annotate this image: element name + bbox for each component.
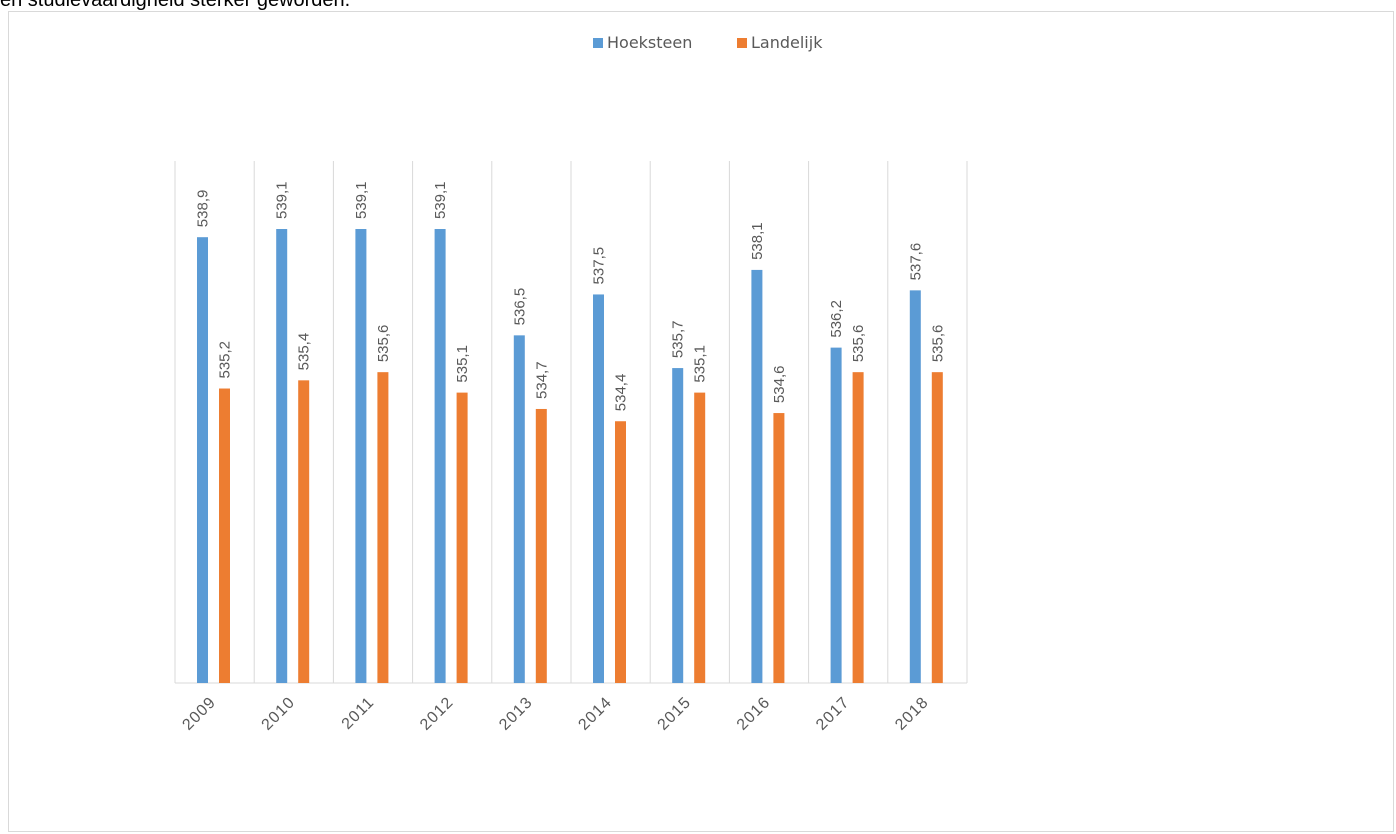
bar-landelijk-2015	[694, 392, 706, 683]
chart-area: 538,9 539,1 539,1 539,1 536,5 537,5 535,7 538,1…	[8, 11, 1394, 832]
data-label-landelijk-2014: 534,4	[613, 374, 630, 412]
data-label-hoeksteen-2017: 536,2	[828, 300, 845, 338]
x-tick-label-2013: 2013	[496, 694, 536, 734]
preceding-paragraph-text: en studievaardigheid sterker geworden.	[0, 0, 351, 11]
bar-landelijk-2016	[773, 413, 785, 683]
bar-hoeksteen-2012	[434, 229, 446, 683]
x-tick-label-2012: 2012	[417, 694, 457, 734]
bar-hoeksteen-2014	[593, 294, 604, 683]
bar-landelijk-2014	[615, 421, 626, 683]
data-label-landelijk-2016: 534,6	[771, 366, 788, 404]
data-label-landelijk-2011: 535,6	[375, 325, 392, 363]
data-label-hoeksteen-2018: 537,6	[907, 243, 924, 281]
x-tick-label-2010: 2010	[259, 694, 299, 734]
x-tick-label-2015: 2015	[655, 694, 695, 734]
x-tick-label-2011: 2011	[339, 694, 378, 733]
data-label-landelijk-2010: 535,4	[296, 333, 313, 371]
data-label-landelijk-2017: 535,6	[850, 325, 867, 363]
x-tick-label-2018: 2018	[892, 694, 932, 734]
legend-swatch-hoeksteen	[593, 38, 603, 48]
x-tick-label-2016: 2016	[734, 694, 774, 734]
bar-hoeksteen-2018	[909, 290, 921, 683]
data-label-landelijk-2018: 535,6	[929, 325, 946, 363]
data-label-hoeksteen-2016: 538,1	[749, 222, 766, 260]
legend-label-landelijk: Landelijk	[751, 33, 823, 52]
data-label-hoeksteen-2013: 536,5	[511, 288, 528, 326]
data-label-hoeksteen-2012: 539,1	[432, 181, 449, 219]
bar-hoeksteen-2013	[513, 335, 525, 683]
data-label-hoeksteen-2011: 539,1	[353, 181, 370, 219]
bar-landelijk-2018	[931, 372, 943, 683]
legend-label-hoeksteen: Hoeksteen	[607, 33, 692, 52]
bar-landelijk-2010	[298, 380, 310, 683]
bar-hoeksteen-2016	[751, 269, 763, 683]
bar-landelijk-2017	[852, 372, 864, 683]
bar-hoeksteen-2011	[355, 229, 367, 683]
bar-landelijk-2012	[456, 392, 468, 683]
x-tick-label-2014: 2014	[575, 694, 615, 734]
data-label-landelijk-2009: 535,2	[217, 341, 234, 379]
data-label-hoeksteen-2009: 538,9	[195, 190, 212, 228]
data-label-landelijk-2015: 535,1	[692, 345, 709, 383]
x-tick-label-2009: 2009	[179, 694, 219, 734]
bar-landelijk-2011	[377, 372, 389, 683]
bar-hoeksteen-2017	[830, 347, 842, 683]
data-label-hoeksteen-2015: 535,7	[670, 321, 687, 359]
bar-hoeksteen-2009	[197, 237, 208, 683]
bar-hoeksteen-2015	[672, 368, 684, 683]
data-label-landelijk-2012: 535,1	[454, 345, 471, 383]
legend-swatch-landelijk	[737, 38, 747, 48]
data-label-hoeksteen-2010: 539,1	[274, 181, 291, 219]
x-tick-label-2017: 2017	[813, 694, 853, 734]
data-label-hoeksteen-2014: 537,5	[591, 247, 608, 285]
bar-landelijk-2013	[535, 408, 547, 683]
bar-hoeksteen-2010	[276, 229, 288, 683]
bar-landelijk-2009	[219, 388, 230, 683]
bar-chart: 538,9 539,1 539,1 539,1 536,5 537,5 535,7 538,1…	[174, 33, 968, 734]
data-label-landelijk-2013: 534,7	[533, 361, 550, 399]
